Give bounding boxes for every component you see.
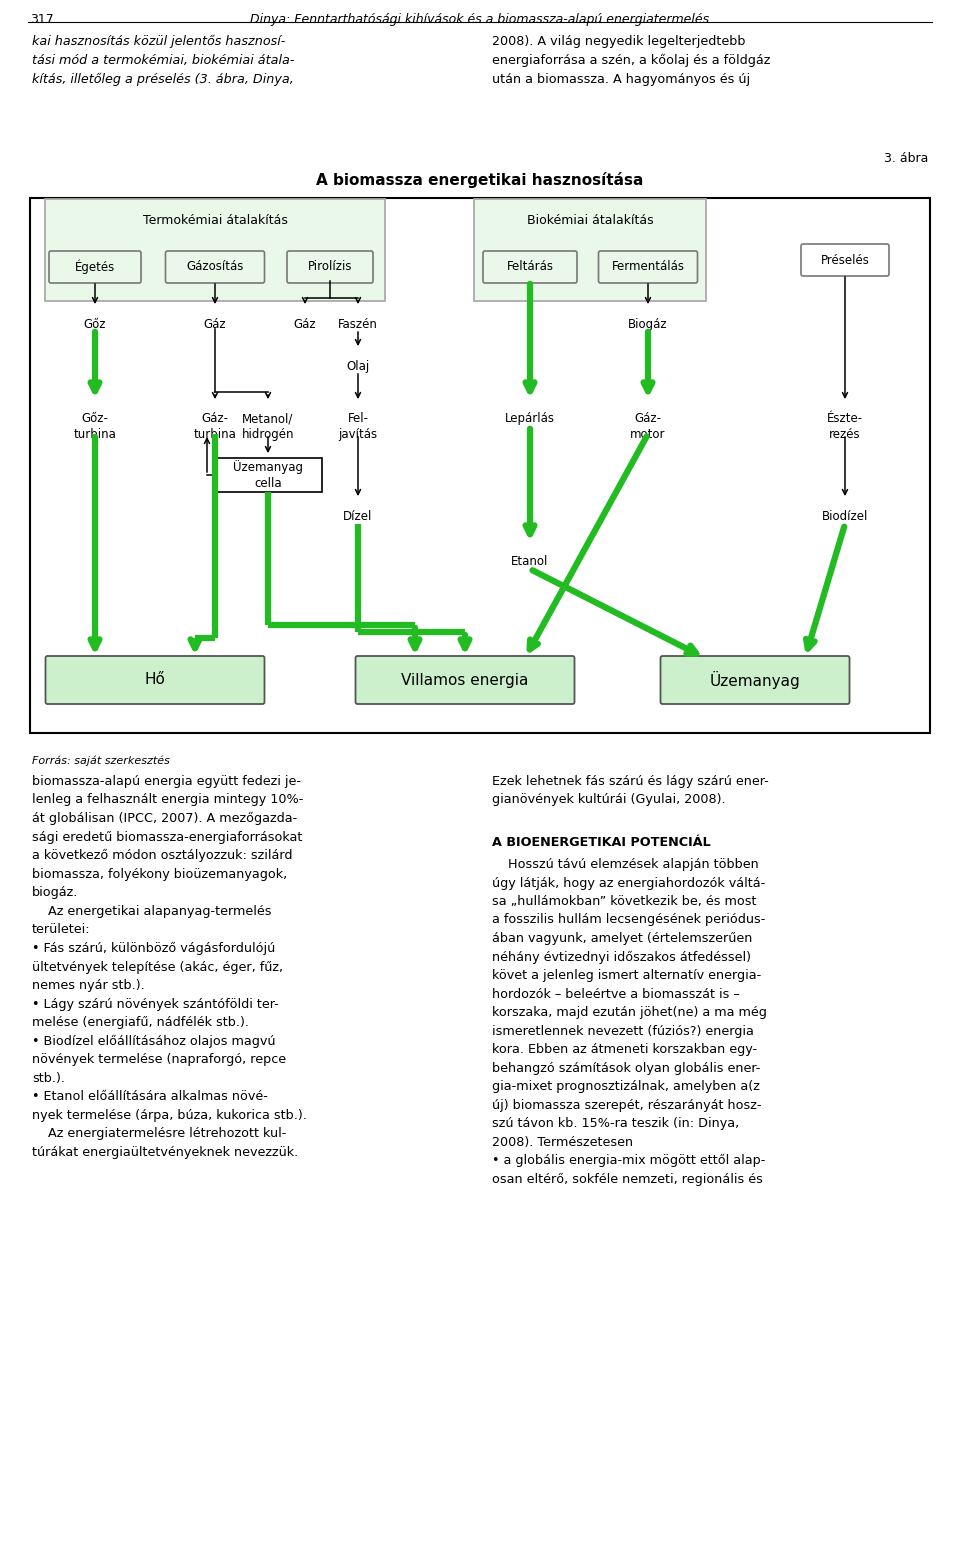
Text: A biomassza energetikai hasznosítása: A biomassza energetikai hasznosítása xyxy=(316,172,644,188)
Text: Dízel: Dízel xyxy=(344,510,372,524)
Text: Metanol/
hidrogén: Metanol/ hidrogén xyxy=(242,413,295,441)
Text: Biokémiai átalakítás: Biokémiai átalakítás xyxy=(527,214,654,227)
Text: Gőz: Gőz xyxy=(84,317,107,331)
Text: Etanol: Etanol xyxy=(512,555,549,567)
Text: Gáz: Gáz xyxy=(204,317,227,331)
Text: Forrás: saját szerkesztés: Forrás: saját szerkesztés xyxy=(32,755,170,766)
Text: Égetés: Égetés xyxy=(75,259,115,274)
Text: Gáz-
turbina: Gáz- turbina xyxy=(194,413,236,441)
FancyBboxPatch shape xyxy=(801,244,889,277)
FancyBboxPatch shape xyxy=(45,656,265,703)
Text: Üzemanyag
cella: Üzemanyag cella xyxy=(233,460,303,489)
Text: Lepárlás: Lepárlás xyxy=(505,413,555,425)
FancyBboxPatch shape xyxy=(165,252,265,283)
FancyBboxPatch shape xyxy=(474,199,706,302)
Text: Villamos energia: Villamos energia xyxy=(401,672,529,688)
Text: Faszén: Faszén xyxy=(338,317,378,331)
Text: Pirolízis: Pirolízis xyxy=(308,261,352,274)
Text: Észte-
rezés: Észte- rezés xyxy=(827,413,863,441)
Text: Gázosítás: Gázosítás xyxy=(186,261,244,274)
Text: Biogáz: Biogáz xyxy=(628,317,668,331)
Text: 317: 317 xyxy=(30,13,54,27)
Text: 3. ábra: 3. ábra xyxy=(883,152,928,166)
Text: Üzemanyag: Üzemanyag xyxy=(709,671,801,689)
FancyBboxPatch shape xyxy=(355,656,574,703)
Text: Dinya: Fenntarthatósági kihívások és a biomassza-alapú energiatermelés: Dinya: Fenntarthatósági kihívások és a b… xyxy=(251,13,709,27)
Text: Ezek lehetnek fás szárú és lágy szárú ener-
gianövények kultúrái (Gyulai, 2008).: Ezek lehetnek fás szárú és lágy szárú en… xyxy=(492,775,769,807)
Text: Gőz-
turbina: Gőz- turbina xyxy=(74,413,116,441)
Text: kai hasznosítás közül jelentős hasznosí-
tási mód a termokémiai, biokémiai átala: kai hasznosítás közül jelentős hasznosí-… xyxy=(32,34,295,86)
Text: Hosszú távú elemzések alapján többen
úgy látják, hogy az energiahordozók váltá-
: Hosszú távú elemzések alapján többen úgy… xyxy=(492,858,767,1186)
Text: Olaj: Olaj xyxy=(347,359,370,374)
Text: Hő: Hő xyxy=(145,672,165,688)
Text: Feltárás: Feltárás xyxy=(507,261,554,274)
Text: 2008). A világ negyedik legelterjedtebb
energiaforrása a szén, a kőolaj és a föl: 2008). A világ negyedik legelterjedtebb … xyxy=(492,34,770,86)
Text: Biodízel: Biodízel xyxy=(822,510,868,524)
Text: Fel-
javítás: Fel- javítás xyxy=(339,413,377,441)
FancyBboxPatch shape xyxy=(30,199,930,733)
Text: Termokémiai átalakítás: Termokémiai átalakítás xyxy=(143,214,287,227)
FancyBboxPatch shape xyxy=(49,252,141,283)
FancyBboxPatch shape xyxy=(483,252,577,283)
FancyBboxPatch shape xyxy=(660,656,850,703)
Text: Fermentálás: Fermentálás xyxy=(612,261,684,274)
FancyBboxPatch shape xyxy=(214,458,322,492)
Text: Préselés: Préselés xyxy=(821,253,870,267)
FancyBboxPatch shape xyxy=(287,252,373,283)
Text: A BIOENERGETIKAI POTENCIÁL: A BIOENERGETIKAI POTENCIÁL xyxy=(492,817,710,850)
Text: Gáz-
motor: Gáz- motor xyxy=(631,413,665,441)
Text: biomassza-alapú energia együtt fedezi je-
lenleg a felhasznált energia mintegy 1: biomassza-alapú energia együtt fedezi je… xyxy=(32,775,307,1160)
FancyBboxPatch shape xyxy=(45,199,385,302)
FancyBboxPatch shape xyxy=(598,252,698,283)
Text: Gáz: Gáz xyxy=(294,317,316,331)
